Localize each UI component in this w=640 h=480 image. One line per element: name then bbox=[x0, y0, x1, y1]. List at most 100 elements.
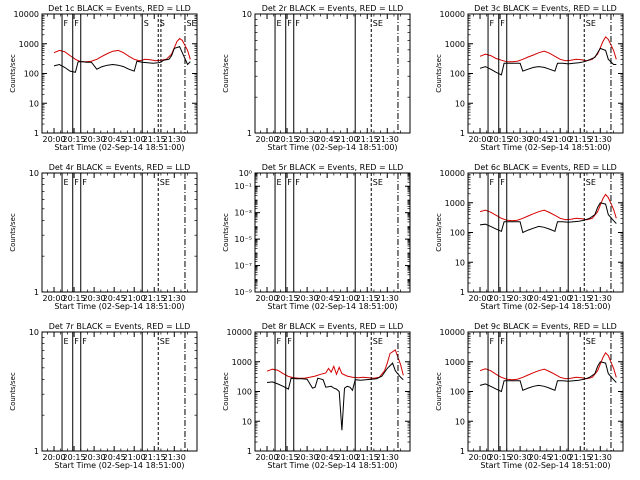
event-marker-label: SE bbox=[373, 337, 383, 346]
lld-series-line bbox=[479, 36, 617, 63]
x-tick-label: 20:15 bbox=[276, 453, 299, 462]
y-tick-label: 10⁻⁵ bbox=[234, 235, 252, 244]
y-axis-label: Counts/sec bbox=[9, 372, 17, 411]
y-tick-label: 10 bbox=[455, 99, 465, 108]
y-tick-label: 10⁻¹ bbox=[234, 182, 252, 191]
y-tick-label: 10000 bbox=[440, 10, 465, 19]
y-axis-label: Counts/sec bbox=[222, 372, 230, 411]
event-marker-label: E bbox=[277, 19, 282, 28]
event-marker-label: F bbox=[74, 178, 79, 187]
event-marker-label: S bbox=[160, 19, 165, 28]
x-tick-label: 20:45 bbox=[316, 453, 339, 462]
x-tick-label: 21:15 bbox=[569, 135, 592, 144]
chart-title: Det 1c BLACK = Events, RED = LLD bbox=[48, 4, 191, 13]
y-tick-label: 10000 bbox=[227, 328, 252, 337]
y-tick-label: 10⁻³ bbox=[234, 209, 252, 218]
y-tick-label: 1000 bbox=[232, 358, 252, 367]
y-tick-label: 10 bbox=[455, 258, 465, 267]
plot-frame bbox=[254, 13, 411, 134]
plot-frame bbox=[254, 331, 411, 452]
y-axis-label: Counts/sec bbox=[222, 54, 230, 93]
event-marker-label: F bbox=[74, 337, 79, 346]
x-tick-label: 20:45 bbox=[529, 135, 552, 144]
y-tick-label: 1 bbox=[34, 129, 39, 138]
y-tick-label: 1000 bbox=[445, 358, 465, 367]
x-tick-label: 20:15 bbox=[276, 135, 299, 144]
event-marker-label: F bbox=[82, 178, 87, 187]
y-axis-label: Counts/sec bbox=[435, 54, 443, 93]
event-marker-label: F bbox=[500, 19, 505, 28]
event-marker-label: F bbox=[287, 19, 292, 28]
lld-series-line bbox=[479, 193, 617, 222]
x-tick-label: 21:15 bbox=[143, 294, 166, 303]
y-tick-label: 100 bbox=[237, 388, 252, 397]
y-tick-label: 1 bbox=[460, 288, 465, 297]
event-marker-label: SE bbox=[586, 178, 596, 187]
x-tick-label: 21:15 bbox=[356, 453, 379, 462]
x-tick-label: 21:15 bbox=[143, 135, 166, 144]
y-tick-label: 10 bbox=[29, 328, 39, 337]
x-tick-label: 21:00 bbox=[549, 453, 572, 462]
x-tick-label: 21:30 bbox=[163, 453, 186, 462]
y-tick-label: 1 bbox=[247, 447, 252, 456]
plot-frame bbox=[467, 331, 624, 452]
event-marker-label: F bbox=[277, 337, 282, 346]
x-tick-label: 20:15 bbox=[63, 453, 86, 462]
event-marker-label: F bbox=[82, 337, 87, 346]
plot-frame bbox=[41, 331, 198, 452]
event-marker-label: SE bbox=[586, 337, 596, 346]
x-tick-label: 20:00 bbox=[468, 294, 491, 303]
chart-title: Det 3c BLACK = Events, RED = LLD bbox=[474, 4, 617, 13]
x-tick-label: 20:30 bbox=[509, 294, 532, 303]
x-tick-label: 20:45 bbox=[529, 453, 552, 462]
x-axis-label: Start Time (02-Sep-14 18:51:00) bbox=[267, 143, 397, 152]
x-axis-label: Start Time (02-Sep-14 18:51:00) bbox=[267, 461, 397, 470]
y-tick-label: 10⁻⁹ bbox=[234, 288, 252, 297]
y-tick-label: 100 bbox=[450, 388, 465, 397]
event-marker-label: SE bbox=[586, 19, 596, 28]
x-tick-label: 20:00 bbox=[255, 294, 278, 303]
chart-title: Det 2r BLACK = Events, RED = LLD bbox=[262, 4, 404, 13]
y-tick-label: 10 bbox=[242, 10, 252, 19]
events-series-line bbox=[479, 202, 617, 234]
x-tick-label: 21:15 bbox=[569, 294, 592, 303]
y-tick-label: 100 bbox=[24, 70, 39, 79]
plot-frame bbox=[254, 172, 411, 293]
event-marker-label: F bbox=[490, 337, 495, 346]
event-marker-label: F bbox=[500, 178, 505, 187]
events-series-line bbox=[53, 45, 191, 73]
event-marker-label: E bbox=[277, 178, 282, 187]
x-tick-label: 20:00 bbox=[42, 453, 65, 462]
chart-panel-2: Det 2r BLACK = Events, RED = LLD 1 10 Count… bbox=[222, 4, 411, 152]
x-tick-label: 21:30 bbox=[589, 294, 612, 303]
y-tick-label: 10000 bbox=[14, 10, 39, 19]
chart-title: Det 8r BLACK = Events, RED = LLD bbox=[262, 322, 404, 331]
event-marker-label: F bbox=[74, 19, 79, 28]
x-tick-label: 21:30 bbox=[376, 453, 399, 462]
y-tick-label: 1 bbox=[34, 447, 39, 456]
event-marker-label: S bbox=[144, 19, 149, 28]
x-tick-label: 20:30 bbox=[296, 294, 319, 303]
chart-panel-5: Det 5r BLACK = Events, RED = LLD 10⁻⁹ 10⁻⁷… bbox=[222, 163, 411, 311]
chart-panel-6: Det 6c BLACK = Events, RED = LLD 1 10 100 10… bbox=[435, 163, 624, 311]
x-tick-label: 20:30 bbox=[83, 135, 106, 144]
y-tick-label: 1 bbox=[460, 129, 465, 138]
x-tick-label: 21:00 bbox=[336, 135, 359, 144]
chart-title: Det 4r BLACK = Events, RED = LLD bbox=[49, 163, 191, 172]
x-tick-label: 21:00 bbox=[336, 453, 359, 462]
x-tick-label: 20:45 bbox=[103, 453, 126, 462]
plot-frame bbox=[467, 172, 624, 293]
events-series-line bbox=[479, 361, 617, 393]
chart-title: Det 9c BLACK = Events, RED = LLD bbox=[474, 322, 617, 331]
event-marker-label: F bbox=[490, 178, 495, 187]
x-tick-label: 20:00 bbox=[42, 135, 65, 144]
event-marker-label: F bbox=[500, 337, 505, 346]
event-marker-label: F bbox=[287, 178, 292, 187]
plot-frame bbox=[41, 172, 198, 293]
x-tick-label: 20:15 bbox=[63, 135, 86, 144]
x-tick-label: 21:15 bbox=[356, 135, 379, 144]
event-marker-label: F bbox=[287, 337, 292, 346]
x-tick-label: 21:15 bbox=[569, 453, 592, 462]
event-marker-label: SE bbox=[160, 337, 170, 346]
